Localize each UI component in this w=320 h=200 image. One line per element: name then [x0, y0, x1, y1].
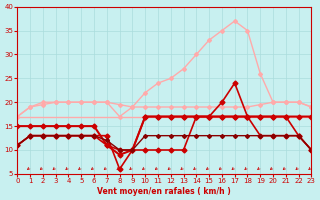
X-axis label: Vent moyen/en rafales ( km/h ): Vent moyen/en rafales ( km/h ): [98, 187, 231, 196]
